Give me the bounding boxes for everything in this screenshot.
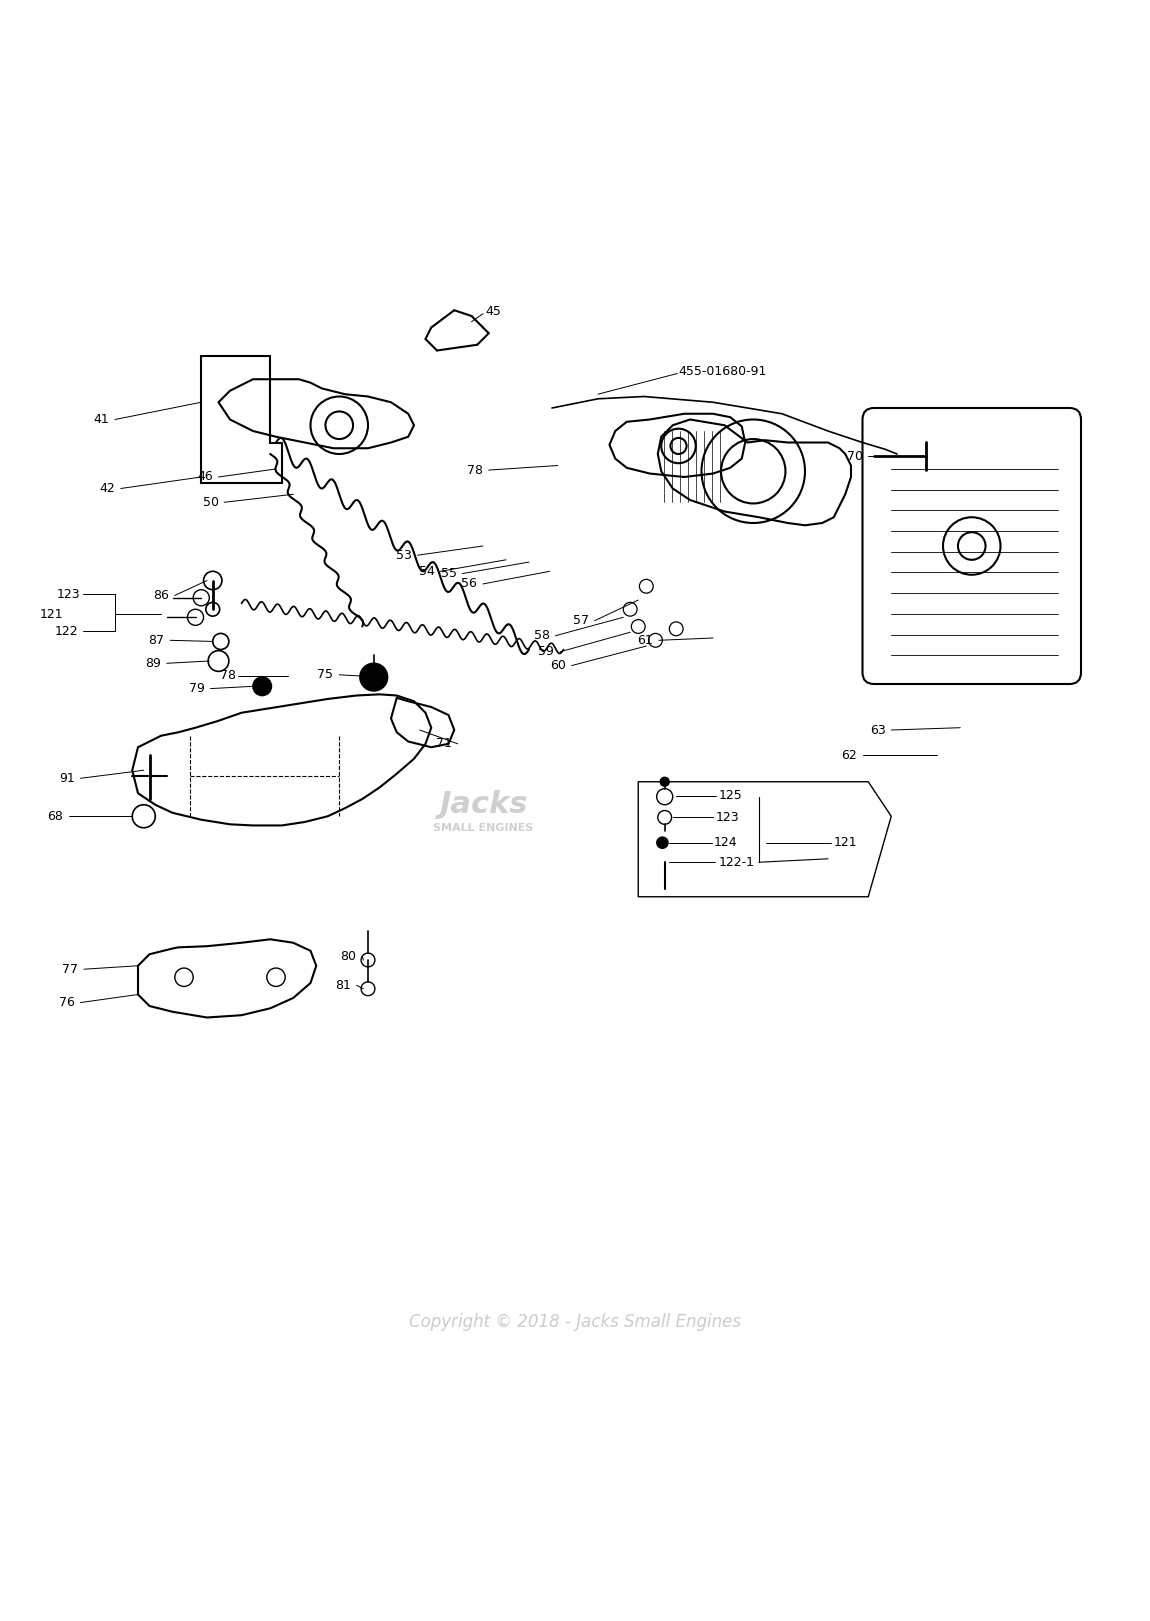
Text: 41: 41 bbox=[93, 413, 109, 426]
Text: 61: 61 bbox=[637, 634, 653, 647]
Text: 55: 55 bbox=[440, 567, 457, 580]
Text: SMALL ENGINES: SMALL ENGINES bbox=[432, 823, 534, 833]
Text: 123: 123 bbox=[715, 810, 739, 823]
Text: 50: 50 bbox=[202, 496, 218, 509]
Text: 60: 60 bbox=[550, 660, 566, 673]
Text: 121: 121 bbox=[39, 608, 63, 621]
Text: 78: 78 bbox=[220, 669, 236, 682]
Text: 125: 125 bbox=[719, 789, 743, 802]
Circle shape bbox=[660, 776, 669, 786]
Text: 70: 70 bbox=[846, 449, 862, 464]
Text: 59: 59 bbox=[538, 645, 554, 658]
Text: 68: 68 bbox=[47, 810, 63, 823]
Text: 63: 63 bbox=[869, 723, 886, 736]
Text: 56: 56 bbox=[461, 577, 477, 590]
Text: 46: 46 bbox=[197, 470, 213, 483]
Text: 80: 80 bbox=[340, 950, 356, 963]
Text: 62: 62 bbox=[841, 749, 857, 762]
Text: 87: 87 bbox=[148, 634, 164, 647]
Text: 42: 42 bbox=[99, 481, 115, 494]
Text: 455-01680-91: 455-01680-91 bbox=[678, 365, 767, 378]
Text: 77: 77 bbox=[62, 963, 78, 976]
Text: 124: 124 bbox=[714, 836, 738, 849]
Text: 86: 86 bbox=[153, 588, 169, 601]
Text: 45: 45 bbox=[485, 305, 501, 318]
Circle shape bbox=[208, 650, 229, 671]
Text: 121: 121 bbox=[834, 836, 858, 849]
Text: 89: 89 bbox=[145, 657, 161, 669]
Text: 81: 81 bbox=[335, 979, 351, 992]
Circle shape bbox=[360, 663, 388, 691]
Circle shape bbox=[132, 804, 155, 828]
Text: 54: 54 bbox=[419, 564, 435, 577]
Text: 122-1: 122-1 bbox=[719, 856, 754, 869]
Text: 58: 58 bbox=[534, 629, 550, 642]
Circle shape bbox=[253, 678, 271, 695]
Text: 71: 71 bbox=[436, 738, 452, 751]
Text: 57: 57 bbox=[573, 614, 589, 627]
Circle shape bbox=[657, 836, 668, 848]
Text: 79: 79 bbox=[189, 682, 205, 695]
Text: 76: 76 bbox=[59, 995, 75, 1008]
Text: 53: 53 bbox=[396, 548, 412, 562]
Text: 123: 123 bbox=[56, 588, 80, 601]
Text: 91: 91 bbox=[59, 772, 75, 785]
Text: 75: 75 bbox=[317, 668, 334, 681]
Circle shape bbox=[213, 634, 229, 650]
Text: 78: 78 bbox=[467, 464, 483, 477]
Circle shape bbox=[206, 603, 220, 616]
Circle shape bbox=[204, 571, 222, 590]
Text: 122: 122 bbox=[54, 624, 78, 637]
Text: Copyright © 2018 - Jacks Small Engines: Copyright © 2018 - Jacks Small Engines bbox=[409, 1313, 741, 1331]
Text: Jacks: Jacks bbox=[439, 791, 527, 819]
